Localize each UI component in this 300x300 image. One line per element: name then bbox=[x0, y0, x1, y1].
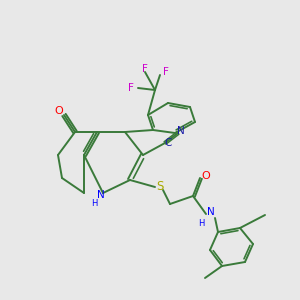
Text: C: C bbox=[164, 138, 172, 148]
Text: F: F bbox=[142, 64, 148, 74]
Text: N: N bbox=[97, 190, 105, 200]
Text: O: O bbox=[202, 171, 210, 181]
Text: S: S bbox=[156, 179, 164, 193]
Text: F: F bbox=[128, 83, 134, 93]
Text: H: H bbox=[91, 199, 97, 208]
Text: N: N bbox=[177, 126, 185, 136]
Text: N: N bbox=[207, 207, 215, 217]
Text: O: O bbox=[55, 106, 63, 116]
Text: H: H bbox=[198, 218, 204, 227]
Text: F: F bbox=[163, 67, 169, 77]
